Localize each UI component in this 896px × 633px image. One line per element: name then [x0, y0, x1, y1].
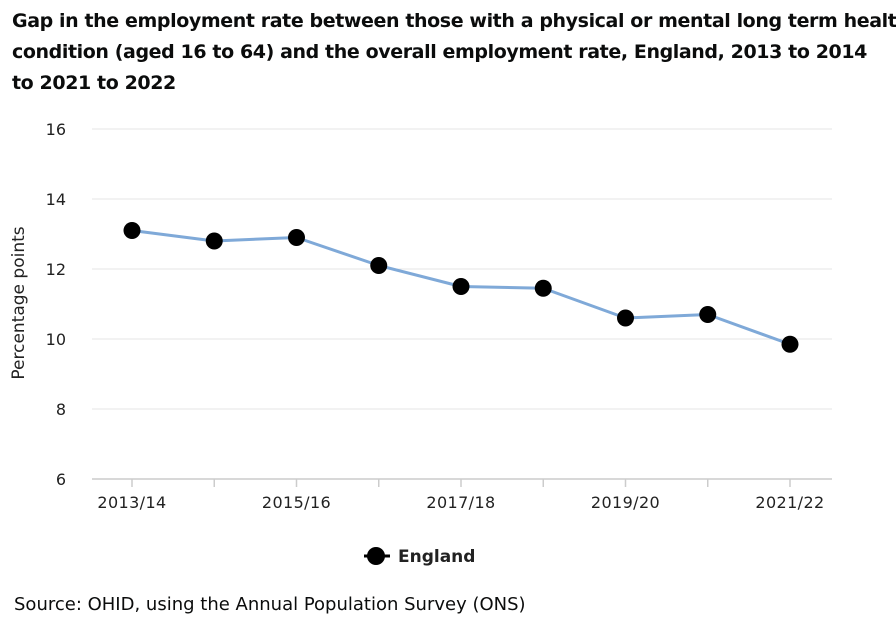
series-points-england — [123, 222, 799, 353]
legend[interactable]: England — [364, 547, 475, 567]
data-point-2019-20[interactable] — [617, 309, 634, 327]
data-point-2021-22[interactable] — [781, 335, 799, 353]
y-axis-ticks: 6 8 10 12 14 16 — [46, 120, 66, 489]
legend-marker-england — [367, 547, 385, 565]
data-point-2017-18[interactable] — [452, 278, 470, 295]
y-tick-label-8: 8 — [56, 400, 66, 419]
y-tick-label-14: 14 — [46, 190, 66, 209]
x-tick-label-2015-16: 2015/16 — [262, 493, 331, 512]
chart-title-line-3: to 2021 to 2022 — [12, 72, 176, 94]
source-note: Source: OHID, using the Annual Populatio… — [14, 594, 526, 615]
x-tick-label-2017-18: 2017/18 — [426, 493, 495, 512]
data-point-2018-19[interactable] — [534, 279, 552, 297]
data-point-2014-15[interactable] — [205, 232, 223, 250]
chart-title-line-1: Gap in the employment rate between those… — [12, 10, 896, 32]
gridlines — [92, 128, 832, 410]
x-axis-ticks: 2013/14 2015/16 2017/18 2019/20 2021/22 — [97, 479, 824, 512]
y-tick-label-10: 10 — [46, 330, 66, 349]
data-point-2016-17[interactable] — [370, 257, 388, 274]
chart-title-line-2: condition (aged 16 to 64) and the overal… — [12, 41, 867, 63]
data-point-2015-16[interactable] — [288, 229, 305, 246]
y-tick-label-16: 16 — [46, 120, 66, 139]
y-tick-label-6: 6 — [56, 470, 66, 489]
x-tick-label-2019-20: 2019/20 — [591, 493, 660, 512]
x-tick-label-2013-14: 2013/14 — [97, 493, 166, 512]
y-axis-label: Percentage points — [9, 226, 29, 379]
data-point-2013-14[interactable] — [123, 222, 141, 239]
x-tick-label-2021-22: 2021/22 — [755, 493, 824, 512]
y-tick-label-12: 12 — [46, 260, 66, 279]
legend-label-england: England — [398, 547, 475, 567]
chart-title: Gap in the employment rate between those… — [12, 6, 896, 99]
data-point-2020-21[interactable] — [699, 306, 717, 323]
